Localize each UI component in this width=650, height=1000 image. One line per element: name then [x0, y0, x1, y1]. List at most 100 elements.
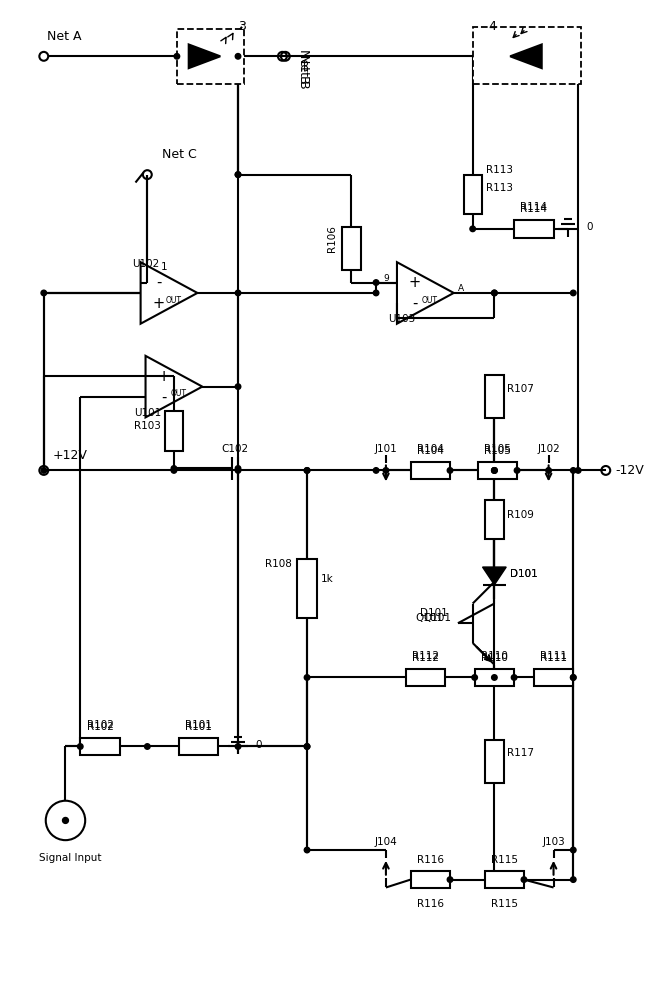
- Text: Q101: Q101: [415, 613, 443, 623]
- Text: R116: R116: [417, 855, 444, 865]
- Circle shape: [304, 468, 310, 473]
- Circle shape: [304, 675, 310, 680]
- Circle shape: [41, 468, 47, 473]
- Circle shape: [171, 466, 177, 471]
- Circle shape: [174, 54, 179, 59]
- Text: R101: R101: [185, 720, 212, 730]
- Circle shape: [235, 172, 240, 177]
- Bar: [411, 462, 450, 479]
- Bar: [478, 462, 517, 479]
- Text: R113: R113: [486, 183, 512, 193]
- Text: -: -: [156, 275, 161, 290]
- Circle shape: [571, 468, 576, 473]
- Text: R112: R112: [412, 651, 439, 661]
- Bar: [484, 740, 504, 783]
- Text: -12V: -12V: [616, 464, 644, 477]
- Text: Net B: Net B: [297, 49, 310, 83]
- Circle shape: [491, 290, 497, 296]
- Text: +: +: [153, 296, 164, 311]
- Text: 4: 4: [488, 20, 497, 33]
- Text: R110: R110: [481, 651, 508, 661]
- Text: OUT: OUT: [422, 296, 438, 305]
- Text: J101: J101: [374, 444, 397, 454]
- Text: D101: D101: [510, 569, 538, 579]
- Text: R109: R109: [507, 510, 534, 520]
- Text: A: A: [458, 284, 464, 293]
- Bar: [484, 375, 504, 418]
- Text: +12V: +12V: [53, 449, 88, 462]
- Circle shape: [304, 744, 310, 749]
- Text: 1: 1: [161, 262, 168, 272]
- Circle shape: [512, 675, 517, 680]
- Text: R107: R107: [507, 384, 534, 394]
- Text: D101: D101: [421, 608, 448, 618]
- Circle shape: [235, 744, 240, 749]
- Text: 1k: 1k: [321, 574, 333, 584]
- Circle shape: [571, 847, 576, 853]
- Text: D101: D101: [510, 569, 538, 579]
- Circle shape: [304, 468, 310, 473]
- Bar: [474, 669, 514, 686]
- Circle shape: [514, 468, 520, 473]
- Text: R113: R113: [486, 165, 512, 175]
- Circle shape: [77, 744, 83, 749]
- Bar: [297, 559, 317, 618]
- Text: R106: R106: [326, 225, 337, 252]
- Circle shape: [472, 675, 477, 680]
- Text: R111: R111: [540, 653, 567, 663]
- Text: R115: R115: [491, 899, 518, 909]
- Text: 0: 0: [255, 740, 262, 750]
- Text: U102: U102: [132, 259, 159, 269]
- Text: R114: R114: [520, 202, 547, 212]
- Text: 9: 9: [384, 274, 389, 283]
- Circle shape: [521, 877, 527, 882]
- Circle shape: [46, 801, 85, 840]
- Bar: [177, 29, 244, 84]
- Text: R105: R105: [484, 446, 511, 456]
- Text: +: +: [157, 369, 170, 384]
- Text: R112: R112: [412, 653, 439, 663]
- Text: R117: R117: [507, 748, 534, 758]
- Text: R104: R104: [417, 444, 444, 454]
- Text: R116: R116: [417, 899, 444, 909]
- Circle shape: [571, 877, 576, 882]
- Circle shape: [571, 290, 576, 296]
- Bar: [464, 175, 482, 214]
- Text: C102: C102: [222, 444, 249, 454]
- Bar: [484, 500, 504, 539]
- Circle shape: [171, 468, 177, 473]
- Circle shape: [235, 54, 240, 59]
- Bar: [484, 871, 524, 888]
- Text: R111: R111: [540, 651, 567, 661]
- Text: U103: U103: [388, 314, 415, 324]
- Text: Net B: Net B: [297, 54, 310, 88]
- Text: 0: 0: [586, 222, 593, 232]
- Bar: [411, 871, 450, 888]
- Text: R102: R102: [86, 720, 113, 730]
- Circle shape: [491, 290, 497, 296]
- Text: -: -: [161, 390, 166, 405]
- Circle shape: [235, 290, 240, 296]
- Text: J104: J104: [374, 837, 397, 847]
- Text: U101: U101: [134, 408, 161, 418]
- Text: +: +: [409, 275, 421, 290]
- Circle shape: [235, 384, 240, 389]
- Circle shape: [304, 744, 310, 749]
- Text: R105: R105: [484, 444, 511, 454]
- Text: 3: 3: [238, 20, 246, 33]
- Circle shape: [235, 172, 240, 177]
- Text: OUT: OUT: [166, 296, 182, 305]
- Circle shape: [373, 290, 379, 296]
- Circle shape: [491, 468, 497, 473]
- Circle shape: [571, 675, 576, 680]
- Circle shape: [575, 468, 581, 473]
- Text: J102: J102: [538, 444, 560, 454]
- Polygon shape: [188, 44, 220, 68]
- Text: R102: R102: [86, 722, 113, 732]
- Polygon shape: [510, 44, 541, 68]
- Circle shape: [491, 468, 497, 473]
- Text: OUT: OUT: [171, 389, 187, 398]
- Bar: [534, 669, 573, 686]
- Circle shape: [491, 468, 497, 473]
- Text: R110: R110: [481, 653, 508, 663]
